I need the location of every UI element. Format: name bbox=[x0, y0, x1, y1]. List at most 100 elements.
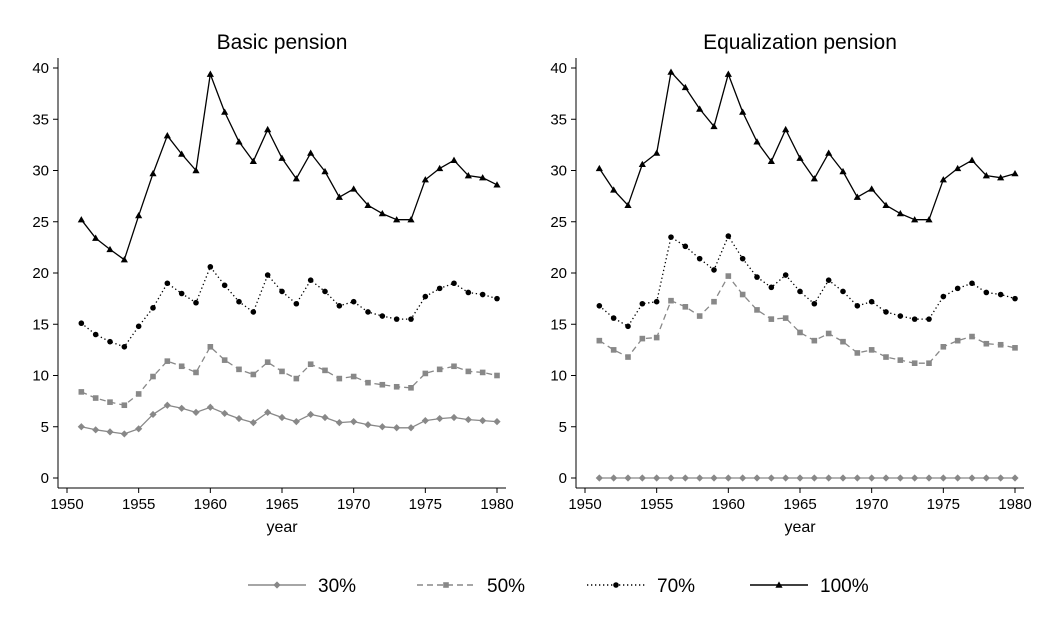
data-point bbox=[753, 138, 761, 145]
data-point bbox=[653, 334, 660, 341]
data-point bbox=[954, 285, 961, 292]
data-point bbox=[407, 216, 415, 223]
data-point bbox=[596, 337, 603, 344]
x-tick-label: 1955 bbox=[640, 496, 673, 513]
data-point bbox=[436, 366, 443, 373]
data-point bbox=[638, 160, 646, 168]
data-point bbox=[997, 174, 1005, 181]
legend-marker bbox=[775, 581, 783, 588]
data-point bbox=[364, 201, 372, 209]
data-point bbox=[1011, 474, 1019, 482]
data-point bbox=[450, 413, 458, 422]
x-tick-label: 1965 bbox=[265, 496, 298, 513]
data-point bbox=[121, 344, 128, 350]
y-tick-label: 10 bbox=[32, 368, 49, 385]
data-point bbox=[982, 474, 990, 482]
data-point bbox=[77, 216, 85, 223]
data-point bbox=[1012, 295, 1018, 302]
data-point bbox=[264, 125, 272, 133]
data-point bbox=[896, 209, 904, 217]
data-point bbox=[883, 354, 889, 360]
data-point bbox=[782, 474, 790, 482]
data-point bbox=[681, 474, 689, 482]
data-point bbox=[940, 293, 947, 300]
data-point bbox=[322, 288, 328, 295]
data-point bbox=[997, 474, 1005, 482]
legend-label: 50% bbox=[487, 576, 525, 597]
data-point bbox=[796, 474, 804, 482]
data-point bbox=[596, 303, 603, 309]
data-point bbox=[897, 357, 904, 363]
data-point bbox=[911, 316, 918, 322]
data-point bbox=[839, 474, 847, 482]
data-point bbox=[968, 156, 976, 163]
data-point bbox=[696, 105, 704, 112]
data-point bbox=[479, 417, 487, 425]
data-point bbox=[682, 243, 689, 250]
data-point bbox=[236, 366, 242, 373]
data-point bbox=[207, 344, 214, 350]
data-point bbox=[464, 415, 472, 424]
data-point bbox=[450, 156, 458, 163]
data-point bbox=[739, 474, 747, 482]
data-point bbox=[639, 335, 646, 342]
data-point bbox=[969, 333, 975, 340]
data-point bbox=[120, 430, 128, 438]
data-point bbox=[350, 418, 358, 426]
data-point bbox=[882, 201, 890, 209]
data-point bbox=[307, 277, 314, 283]
series-line bbox=[598, 275, 1016, 364]
legend-marker bbox=[613, 582, 619, 588]
y-tick-label: 5 bbox=[41, 419, 49, 436]
data-point bbox=[911, 474, 919, 482]
data-point bbox=[610, 347, 617, 353]
data-point bbox=[739, 108, 747, 115]
data-point bbox=[610, 474, 618, 482]
data-point bbox=[279, 288, 285, 295]
data-point bbox=[465, 289, 472, 296]
data-point bbox=[624, 201, 632, 209]
data-point bbox=[164, 358, 171, 364]
data-point bbox=[625, 354, 631, 360]
data-point bbox=[292, 175, 300, 182]
data-point bbox=[982, 172, 990, 179]
data-point bbox=[236, 298, 242, 305]
data-point bbox=[135, 323, 142, 330]
data-point bbox=[250, 371, 257, 378]
x-tick-label: 1950 bbox=[568, 496, 601, 513]
data-point bbox=[206, 70, 214, 77]
data-point bbox=[193, 369, 199, 376]
data-point bbox=[954, 474, 962, 482]
data-point bbox=[464, 172, 472, 179]
data-point bbox=[739, 291, 746, 298]
data-point bbox=[407, 424, 415, 432]
data-point bbox=[92, 234, 100, 241]
data-point bbox=[711, 267, 717, 273]
data-point bbox=[106, 245, 114, 253]
data-point bbox=[754, 274, 760, 280]
series-line bbox=[81, 404, 498, 435]
x-tick-label: 1975 bbox=[927, 496, 960, 513]
data-point bbox=[249, 157, 257, 164]
data-point bbox=[163, 132, 171, 139]
data-point bbox=[811, 337, 818, 344]
legend-label: 70% bbox=[657, 576, 695, 597]
data-point bbox=[192, 166, 200, 174]
data-point bbox=[797, 288, 803, 295]
data-point bbox=[278, 413, 286, 422]
data-point bbox=[378, 423, 386, 431]
data-point bbox=[1012, 345, 1018, 351]
data-point bbox=[638, 474, 646, 482]
data-point bbox=[436, 164, 444, 172]
data-point bbox=[625, 323, 631, 330]
data-point bbox=[307, 361, 314, 368]
data-point bbox=[1011, 169, 1019, 177]
data-point bbox=[207, 264, 214, 270]
data-point bbox=[925, 474, 933, 482]
y-tick-label: 35 bbox=[550, 111, 567, 128]
data-point bbox=[839, 167, 847, 175]
data-point bbox=[653, 474, 661, 482]
data-point bbox=[810, 175, 818, 182]
legend-label: 30% bbox=[318, 576, 356, 597]
